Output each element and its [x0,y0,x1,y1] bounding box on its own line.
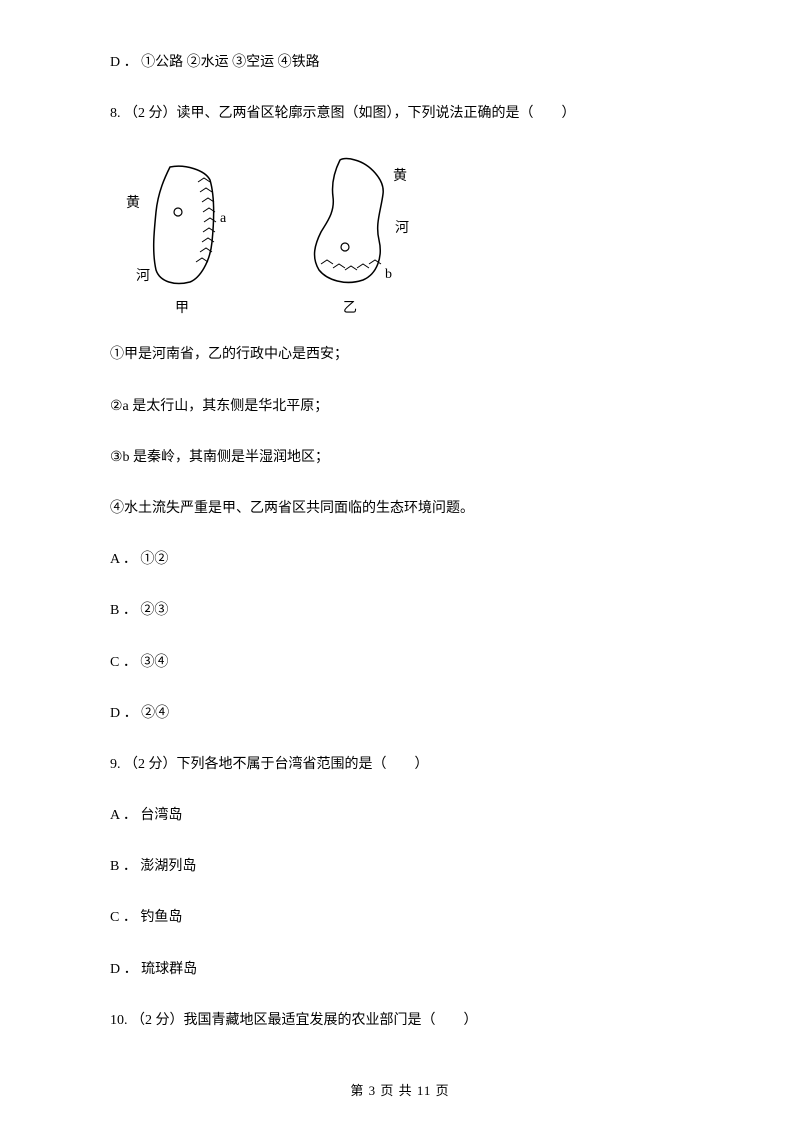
q8-option-b: B ． ②③ [110,598,690,623]
fig-right-caption: 乙 [343,300,357,316]
q8-statement-1: ①甲是河南省，乙的行政中心是西安； [110,342,690,367]
q8-stem: 8. （2 分）读甲、乙两省区轮廓示意图（如图），下列说法正确的是（ ） [110,101,690,126]
fig-left-he: 河 [136,268,150,284]
fig-left-caption: 甲 [175,301,189,316]
fig-right-marker-b: b [385,267,392,282]
q9-option-c: C ． 钓鱼岛 [110,905,690,930]
q8-figure: 黄 河 a 甲 黄 河 b 乙 [110,152,690,322]
q9-stem: 9. （2 分）下列各地不属于台湾省范围的是（ ） [110,752,690,777]
fig-left-marker-a: a [220,211,227,226]
fig-left-huang: 黄 [126,194,140,211]
q8-option-c: C ． ③④ [110,650,690,675]
q8-statement-2: ②a 是太行山，其东侧是华北平原； [110,394,690,419]
q9-option-a: A ． 台湾岛 [110,803,690,828]
q8-option-d: D ． ②④ [110,701,690,726]
q7-option-d: D ． ①公路 ②水运 ③空运 ④铁路 [110,50,690,75]
q10-stem: 10. （2 分）我国青藏地区最适宜发展的农业部门是（ ） [110,1008,690,1033]
fig-right-he: 河 [395,220,409,236]
q9-option-b: B ． 澎湖列岛 [110,854,690,879]
page-footer: 第 3 页 共 11 页 [0,1079,800,1102]
province-outline-diagram: 黄 河 a 甲 黄 河 b 乙 [110,152,440,322]
q8-option-a: A ． ①② [110,547,690,572]
q8-statement-4: ④水土流失严重是甲、乙两省区共同面临的生态环境问题。 [110,496,690,521]
q8-statement-3: ③b 是秦岭，其南侧是半湿润地区； [110,445,690,470]
q9-option-d: D ． 琉球群岛 [110,957,690,982]
fig-right-huang: 黄 [393,167,407,184]
